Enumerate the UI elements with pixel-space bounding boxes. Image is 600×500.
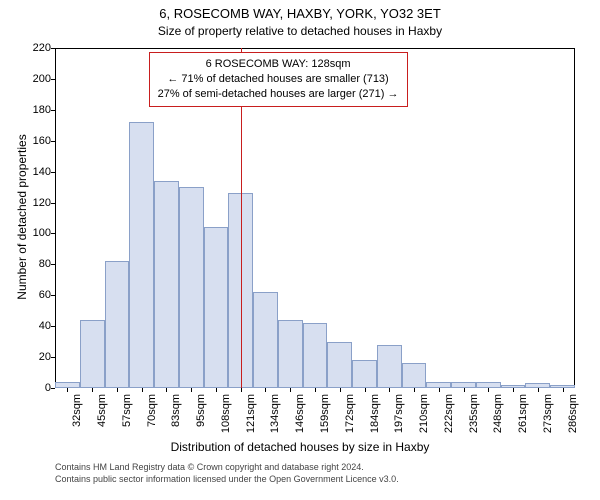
x-tick-mark [439,388,440,392]
x-tick-label: 57sqm [121,394,133,427]
y-tick-label: 200 [21,73,51,85]
x-tick-mark [389,388,390,392]
x-tick-label: 121sqm [245,394,257,433]
x-tick-label: 32sqm [71,394,83,427]
histogram-bar [303,323,328,388]
y-tick-mark [51,388,55,389]
x-tick-mark [142,388,143,392]
x-tick-label: 273sqm [542,394,554,433]
histogram-bar [253,292,278,388]
x-tick-mark [513,388,514,392]
chart-title: 6, ROSECOMB WAY, HAXBY, YORK, YO32 3ET [0,6,600,21]
y-axis-label: Number of detached properties [15,117,29,317]
x-tick-mark [191,388,192,392]
attribution-line-2: Contains public sector information licen… [55,474,399,486]
y-tick-mark [51,79,55,80]
x-tick-label: 95sqm [195,394,207,427]
chart-subtitle: Size of property relative to detached ho… [0,24,600,38]
y-tick-mark [51,172,55,173]
histogram-bar [327,342,352,388]
y-tick-mark [51,233,55,234]
y-tick-mark [51,48,55,49]
axis-line [55,48,56,388]
histogram-bar [352,360,377,388]
annotation-line-3: 27% of semi-detached houses are larger (… [158,87,399,102]
axis-line [574,48,575,388]
x-tick-label: 184sqm [369,394,381,433]
y-tick-label: 220 [21,42,51,54]
histogram-bar [377,345,402,388]
x-tick-label: 286sqm [567,394,579,433]
x-tick-label: 197sqm [393,394,405,433]
chart-container: 6, ROSECOMB WAY, HAXBY, YORK, YO32 3ET S… [0,0,600,500]
histogram-bar [204,227,229,388]
x-tick-mark [488,388,489,392]
x-tick-mark [67,388,68,392]
x-tick-mark [290,388,291,392]
axis-line [55,48,575,49]
x-tick-mark [117,388,118,392]
x-tick-mark [166,388,167,392]
x-tick-label: 108sqm [220,394,232,433]
histogram-bar [80,320,105,388]
x-tick-mark [265,388,266,392]
x-axis-label: Distribution of detached houses by size … [0,440,600,454]
annotation-line-1: 6 ROSECOMB WAY: 128sqm [158,57,399,72]
x-tick-mark [538,388,539,392]
x-tick-mark [92,388,93,392]
y-tick-mark [51,110,55,111]
x-tick-label: 172sqm [344,394,356,433]
histogram-bar [129,122,154,388]
y-tick-label: 40 [21,320,51,332]
x-tick-label: 134sqm [269,394,281,433]
x-tick-label: 222sqm [443,394,455,433]
annotation-box: 6 ROSECOMB WAY: 128sqm ← 71% of detached… [149,52,408,107]
y-tick-mark [51,203,55,204]
histogram-bar [402,363,427,388]
y-tick-mark [51,326,55,327]
y-tick-label: 0 [21,382,51,394]
x-tick-mark [365,388,366,392]
y-tick-mark [51,264,55,265]
x-tick-mark [315,388,316,392]
x-tick-label: 83sqm [170,394,182,427]
histogram-bar [278,320,303,388]
x-tick-label: 261sqm [517,394,529,433]
y-tick-mark [51,141,55,142]
histogram-bar [105,261,130,388]
x-tick-label: 248sqm [492,394,504,433]
attribution-line-1: Contains HM Land Registry data © Crown c… [55,462,399,474]
x-tick-mark [563,388,564,392]
x-tick-mark [340,388,341,392]
y-tick-label: 180 [21,104,51,116]
x-tick-label: 146sqm [294,394,306,433]
attribution: Contains HM Land Registry data © Crown c… [55,462,399,485]
annotation-line-2: ← 71% of detached houses are smaller (71… [158,72,399,87]
y-tick-mark [51,295,55,296]
x-tick-mark [216,388,217,392]
y-tick-mark [51,357,55,358]
histogram-bar [154,181,179,388]
y-tick-label: 20 [21,351,51,363]
x-tick-label: 159sqm [319,394,331,433]
x-tick-label: 235sqm [468,394,480,433]
x-tick-mark [464,388,465,392]
x-tick-mark [241,388,242,392]
x-tick-label: 45sqm [96,394,108,427]
x-tick-label: 70sqm [146,394,158,427]
histogram-bar [179,187,204,388]
x-tick-label: 210sqm [418,394,430,433]
x-tick-mark [414,388,415,392]
